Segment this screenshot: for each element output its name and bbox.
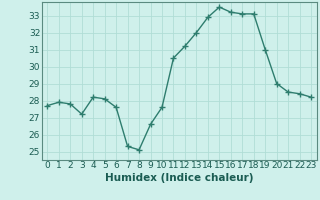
X-axis label: Humidex (Indice chaleur): Humidex (Indice chaleur) (105, 173, 253, 183)
